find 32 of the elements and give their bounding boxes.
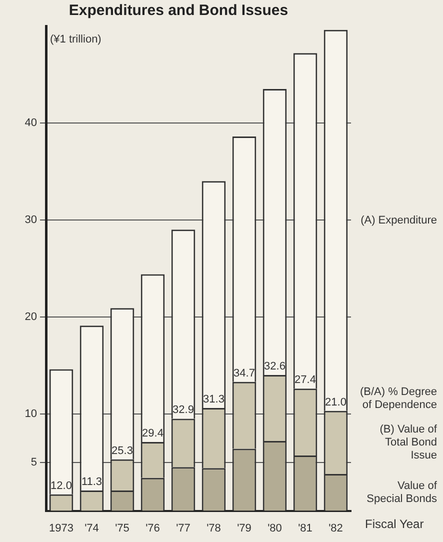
annotation: 31.3	[203, 394, 224, 406]
y-tick-label: 5	[30, 456, 37, 468]
x-tick-label: '81	[298, 522, 312, 534]
text: (B) Value of Total Bond Issue	[380, 423, 438, 462]
x-tick-label: '79	[237, 522, 252, 534]
x-tick-label: '78	[206, 522, 221, 534]
x-tick-label: '75	[115, 522, 130, 534]
x-tick-label: '77	[176, 522, 190, 534]
annotation: 21.0	[325, 396, 346, 408]
x-tick-label: '74	[84, 522, 99, 534]
text: (B/A) % Degree of Dependence	[360, 386, 437, 411]
annotation: 32.9	[172, 404, 194, 416]
annotation: 27.4	[294, 374, 316, 386]
annotation: 29.4	[142, 427, 164, 440]
x-tick-label: '82	[328, 522, 343, 534]
series-label: Value of Special Bonds	[366, 480, 438, 505]
y-tick-label: 40	[24, 116, 37, 129]
x-tick-label: '76	[146, 522, 160, 534]
y-tick-label: 30	[24, 214, 37, 226]
y-axis-title: (¥1 trillion)	[50, 34, 102, 46]
annotation: 25.3	[112, 444, 133, 457]
y-tick-label: 20	[24, 310, 37, 323]
x-tick-label: '80	[268, 522, 282, 534]
chart-title: Expenditures and Bond Issues	[68, 2, 288, 20]
annotation: 11.3	[81, 476, 102, 488]
y-tick-label: 10	[24, 408, 37, 420]
annotation: 12.0	[50, 480, 72, 492]
series-label: (A) Expenditure	[360, 214, 437, 226]
annotation: 32.6	[264, 360, 286, 373]
x-tick-label: 1973	[49, 522, 74, 534]
x-axis-title: Fiscal Year	[365, 517, 424, 532]
annotation: 34.7	[234, 367, 255, 380]
